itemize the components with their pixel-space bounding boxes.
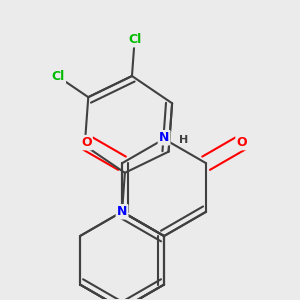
Text: Cl: Cl (128, 33, 141, 46)
Text: O: O (81, 136, 92, 149)
Text: O: O (236, 136, 247, 149)
Text: H: H (179, 135, 189, 145)
Text: N: N (117, 205, 127, 218)
Text: N: N (159, 131, 169, 144)
Text: Cl: Cl (52, 70, 65, 83)
